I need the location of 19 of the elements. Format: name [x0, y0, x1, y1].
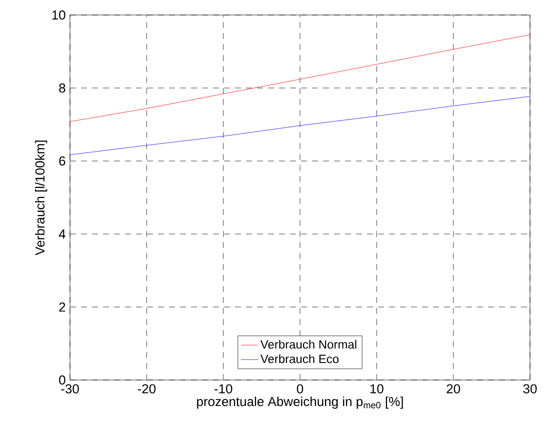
- y-tick-label: 2: [59, 302, 66, 312]
- y-tick-label: 8: [59, 83, 66, 93]
- y-tick-label: 6: [59, 156, 66, 166]
- x-tick-label: -30: [61, 384, 79, 394]
- line-series: [70, 34, 530, 122]
- x-tick-label: -20: [138, 384, 156, 394]
- x-tick-label: 30: [523, 384, 537, 394]
- legend-label: Verbrauch Eco: [260, 354, 339, 364]
- line-series: [70, 96, 530, 155]
- x-tick-label: -10: [214, 384, 232, 394]
- y-axis-title: Verbrauch [l/100km]: [35, 140, 48, 256]
- x-tick-label: 0: [296, 384, 304, 394]
- x-axis-title: prozentuale Abweichung in p$_{me0}$ [%]: [197, 396, 403, 409]
- legend-label: Verbrauch Normal: [260, 340, 356, 349]
- y-tick-label: 10: [52, 10, 66, 20]
- y-tick-label: 0: [59, 375, 66, 385]
- x-tick-label: 10: [370, 384, 384, 394]
- x-tick-label: 20: [446, 384, 460, 394]
- y-tick-label: 4: [58, 230, 66, 238]
